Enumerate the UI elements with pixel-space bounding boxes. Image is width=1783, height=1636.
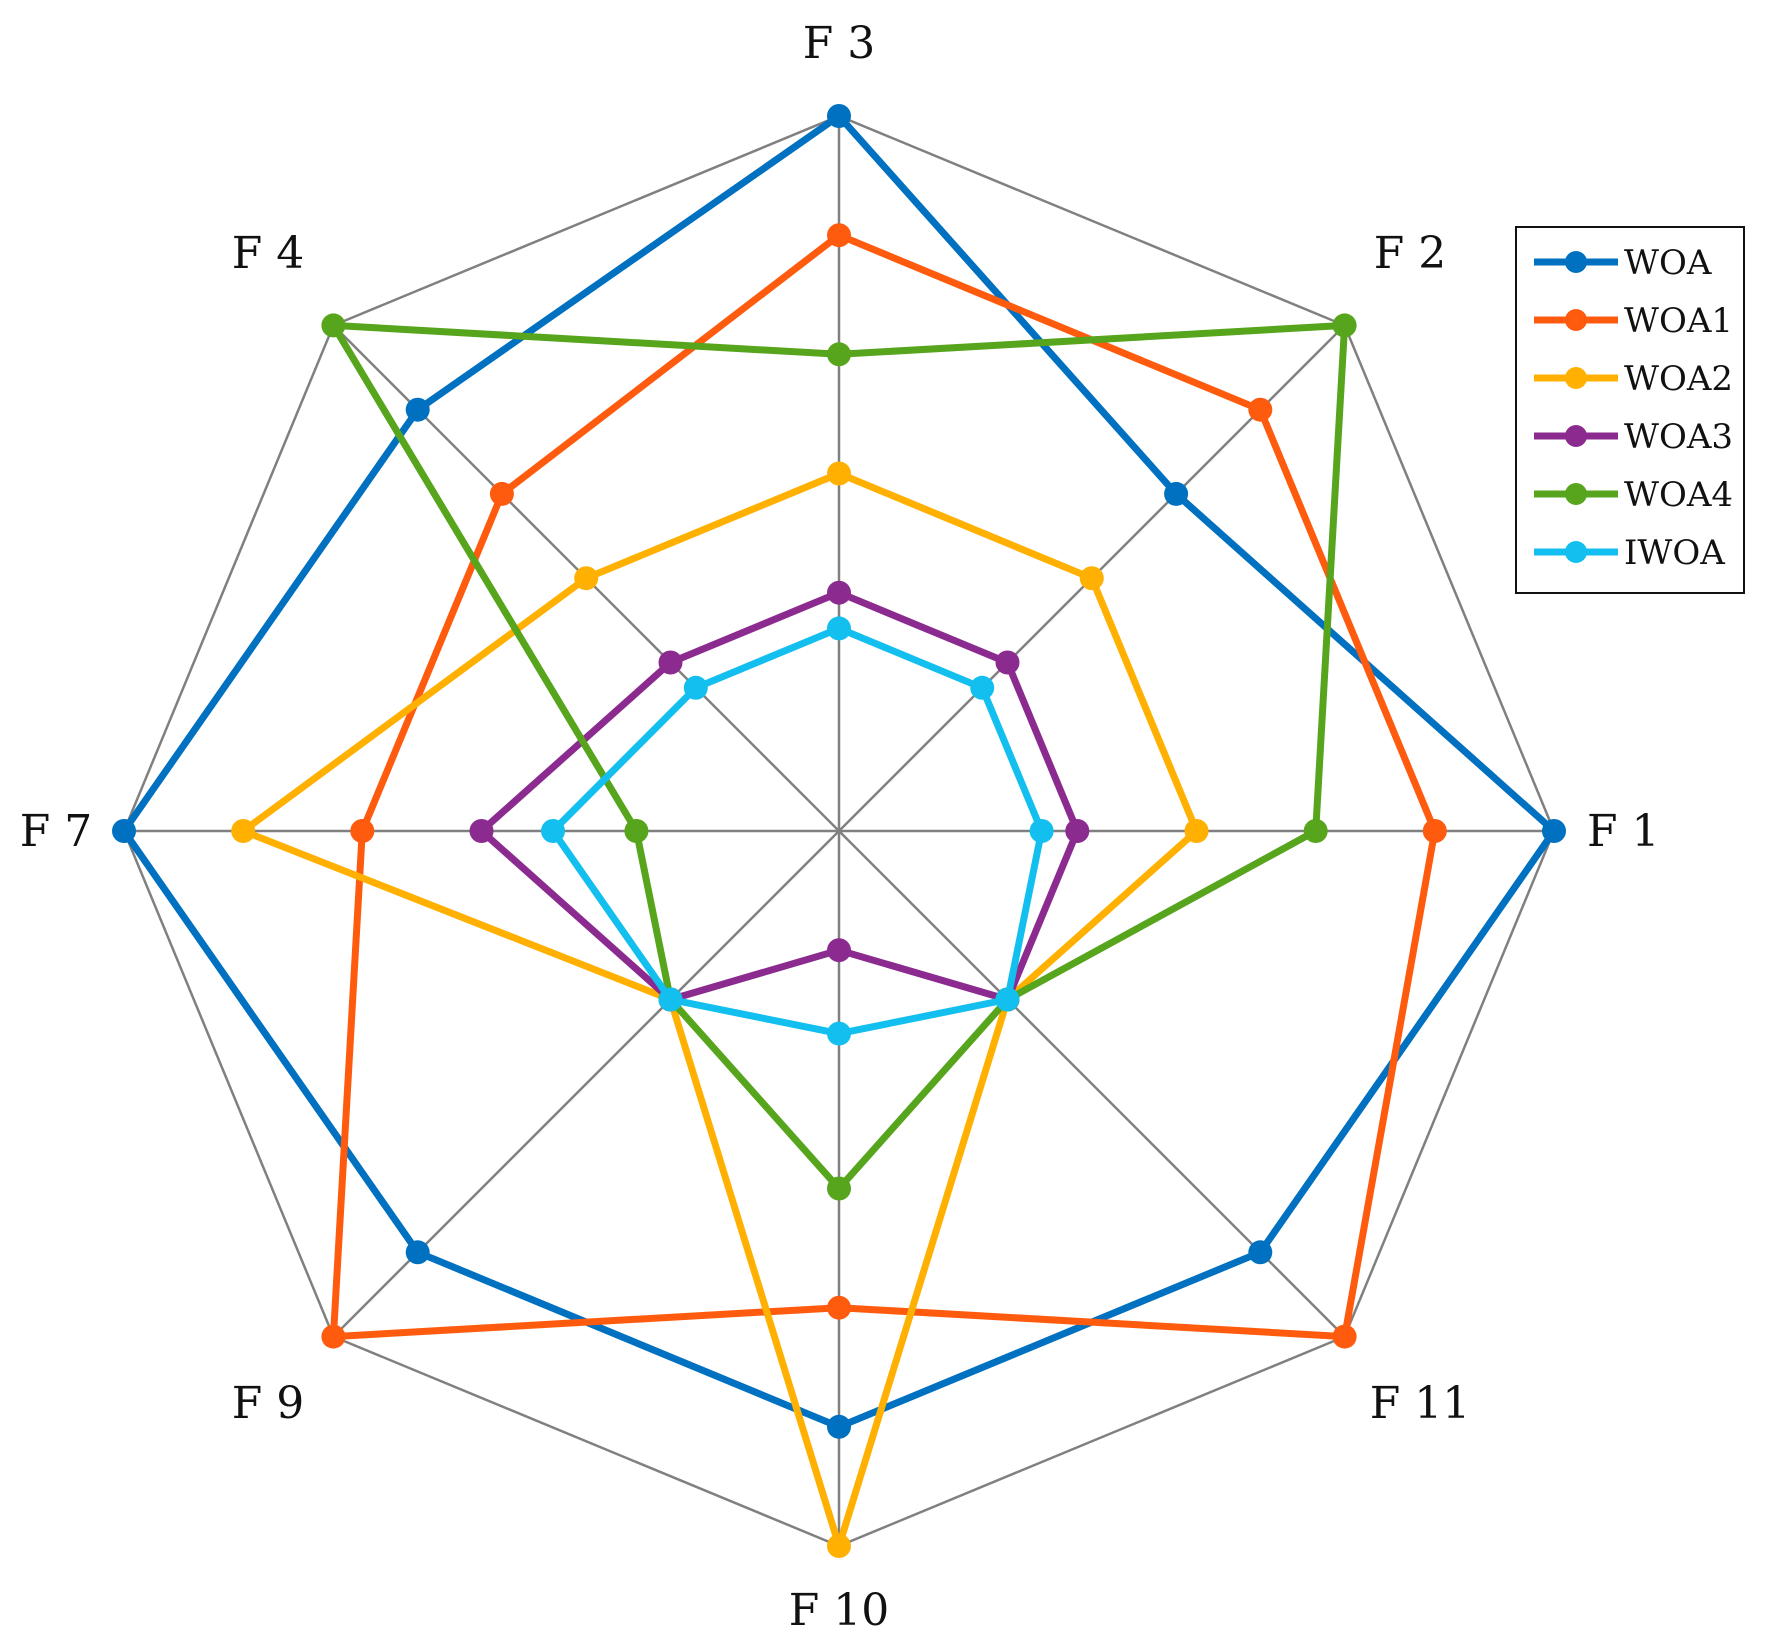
legend-label: IWOA: [1624, 533, 1725, 573]
series-layer: [112, 104, 1566, 1558]
axis-label-f-2: F 2: [1374, 228, 1447, 279]
legend: WOA WOA1 WOA2 WOA3 WOA4 IWOA: [1515, 226, 1745, 594]
axis-label-f-3: F 3: [803, 18, 876, 69]
series-woa: [112, 104, 1566, 1439]
point-woa3-f-7: [469, 819, 494, 843]
point-woa1-f-1: [1422, 819, 1447, 843]
point-woa1-f-4: [489, 481, 514, 506]
point-woa2-f-4: [574, 566, 599, 591]
point-woa3-f-4: [658, 650, 683, 675]
point-iwoa-f-7: [541, 819, 565, 843]
point-iwoa-f-11: [995, 987, 1020, 1012]
series-woa1: [321, 223, 1447, 1349]
legend-item-woa4: WOA4: [1534, 475, 1733, 515]
point-woa4-f-1: [1303, 819, 1328, 843]
legend-label: WOA3: [1624, 417, 1733, 457]
series-iwoa: [541, 616, 1054, 1046]
point-woa3-f-2: [995, 650, 1020, 675]
legend-swatch-marker: [1565, 541, 1587, 563]
point-woa4-f-7: [624, 819, 649, 843]
axis-label-f-4: F 4: [232, 228, 305, 279]
series-woa3: [469, 580, 1090, 1012]
point-woa4-f-2: [1332, 313, 1357, 338]
point-woa2-f-1: [1184, 819, 1209, 843]
point-woa2-f-2: [1079, 566, 1104, 591]
legend-label: WOA4: [1624, 475, 1733, 515]
legend-item-woa: WOA: [1534, 243, 1712, 283]
legend-swatch-marker: [1565, 425, 1587, 447]
point-iwoa-f-2: [970, 675, 995, 700]
legend-item-woa1: WOA1: [1534, 301, 1733, 341]
point-woa1-f-2: [1248, 397, 1273, 422]
point-woa1-f-10: [827, 1295, 851, 1320]
point-woa-f-7: [112, 819, 136, 843]
axis-label-f-10: F 10: [789, 1585, 890, 1636]
point-woa-f-10: [827, 1414, 851, 1439]
point-woa1-f-11: [1332, 1324, 1357, 1349]
legend-swatch-marker: [1565, 483, 1587, 505]
axis-labels: F 1 F 2 F 3 F 4 F 7 F 9 F 10 F 11: [20, 18, 1660, 1636]
point-woa4-f-4: [321, 313, 346, 338]
point-woa3-f-10: [827, 938, 851, 963]
axis-label-f-9: F 9: [232, 1378, 305, 1429]
point-woa-f-1: [1542, 819, 1566, 843]
point-woa-f-11: [1248, 1240, 1273, 1265]
legend-item-woa3: WOA3: [1534, 417, 1733, 457]
point-woa1-f-3: [827, 223, 851, 248]
point-iwoa-f-4: [683, 675, 708, 700]
point-woa2-f-3: [827, 461, 851, 486]
point-woa4-f-10: [827, 1176, 851, 1201]
point-woa-f-3: [827, 104, 851, 128]
point-woa2-f-7: [231, 819, 256, 843]
point-iwoa-f-1: [1029, 819, 1054, 843]
point-iwoa-f-9: [658, 987, 683, 1012]
point-woa3-f-3: [827, 580, 851, 605]
axis-label-f-1: F 1: [1587, 806, 1660, 857]
legend-label: WOA2: [1624, 359, 1733, 399]
point-woa3-f-1: [1065, 819, 1090, 843]
legend-box: [1515, 226, 1745, 594]
point-iwoa-f-3: [827, 616, 851, 641]
legend-label: WOA: [1624, 243, 1712, 283]
point-woa-f-9: [405, 1240, 430, 1265]
point-woa-f-2: [1164, 481, 1189, 506]
legend-item-woa2: WOA2: [1534, 359, 1733, 399]
axis-label-f-11: F 11: [1370, 1378, 1471, 1429]
point-woa4-f-3: [827, 342, 851, 367]
point-woa2-f-10: [827, 1534, 851, 1558]
legend-swatch-marker: [1565, 309, 1587, 331]
legend-label: WOA1: [1624, 301, 1733, 341]
axis-label-f-7: F 7: [20, 806, 93, 857]
legend-item-iwoa: IWOA: [1534, 533, 1725, 573]
point-iwoa-f-10: [827, 1021, 851, 1046]
point-woa1-f-7: [350, 819, 375, 843]
legend-swatch-marker: [1565, 251, 1587, 273]
point-woa-f-4: [405, 397, 430, 422]
legend-swatch-marker: [1565, 367, 1587, 389]
point-woa1-f-9: [321, 1324, 346, 1349]
